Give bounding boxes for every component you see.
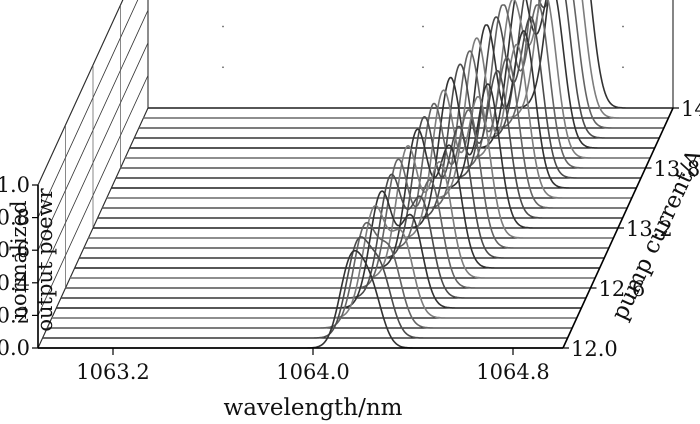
y-tick-label: 0.4	[0, 271, 30, 295]
series-line	[138, 0, 664, 129]
series-line	[42, 236, 568, 339]
series-line	[74, 128, 600, 269]
series-line	[134, 0, 660, 139]
back-wall-dot	[422, 66, 424, 69]
back-wall-dot	[422, 25, 424, 28]
y-tick-label: 0.6	[0, 238, 30, 262]
series-line	[143, 0, 669, 119]
z-tick-label: 13.8	[654, 157, 700, 181]
back-wall-dot	[622, 25, 624, 28]
series-line	[120, 4, 646, 169]
y-tick-label: 0.8	[0, 206, 30, 230]
z-tick-label: 12.6	[599, 277, 646, 301]
chart-labels: 1063.2 1064.0 1064.8 0.0 0.2 0.4 0.6 0.8 1.0 12.0…	[0, 97, 700, 421]
series-line	[148, 0, 673, 109]
chart-walls	[37, 0, 674, 349]
y-tick-label: 1.0	[0, 173, 30, 197]
series-line	[106, 37, 632, 199]
series-line	[79, 116, 605, 259]
chart-series	[38, 0, 673, 349]
x-axis-label: wavelength/nm	[224, 395, 403, 421]
x-tick-label: 1064.8	[476, 360, 549, 384]
series-line	[97, 63, 623, 219]
series-line	[65, 158, 591, 289]
x-tick-label: 1063.2	[76, 360, 149, 384]
series-line	[129, 0, 655, 149]
series-line	[102, 50, 628, 209]
series-line	[60, 173, 586, 299]
z-tick-label: 13.2	[626, 217, 673, 241]
series-line	[93, 76, 618, 229]
back-wall-dot	[622, 66, 624, 69]
series-line	[88, 89, 614, 239]
series-line	[115, 16, 641, 179]
chart-grid	[37, 0, 624, 349]
back-wall-dot	[222, 25, 224, 28]
y-axis-label-line: output poewr	[33, 187, 57, 331]
z-tick-label: 12.0	[571, 337, 618, 361]
x-tick-label: 1064.0	[276, 360, 349, 384]
series-line	[125, 0, 651, 159]
y-axis-label: normalizedoutput poewr	[7, 187, 57, 331]
y-axis-label-line: normalized	[7, 200, 31, 319]
back-wall-dot	[222, 66, 224, 69]
series-line	[47, 221, 573, 329]
chart-axes	[32, 107, 679, 355]
z-tick-label: 14.4	[681, 97, 700, 121]
series-line	[38, 249, 563, 349]
series-line	[51, 204, 577, 319]
series-line	[70, 144, 596, 279]
y-tick-label: 0.0	[0, 336, 30, 360]
y-tick-label: 0.2	[0, 303, 30, 327]
series-line	[56, 190, 582, 309]
series-line	[83, 102, 609, 249]
series-line	[111, 24, 637, 189]
